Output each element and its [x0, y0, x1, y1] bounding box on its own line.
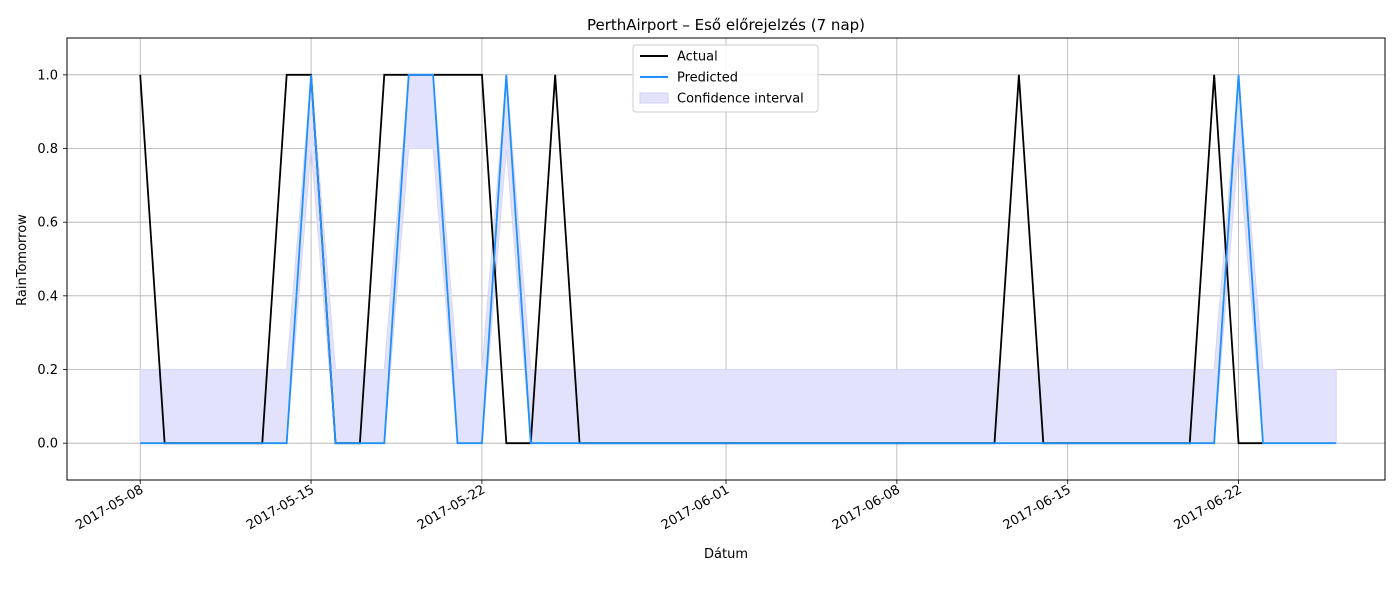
- legend-actual-label: Actual: [677, 50, 718, 65]
- y-tick-label: 0.2: [37, 363, 58, 378]
- series-lines: [139, 73, 1337, 445]
- y-axis-label: RainTomorrow: [15, 214, 30, 306]
- predicted-line: [140, 73, 1337, 445]
- chart-title: PerthAirport – Eső előrejelzés (7 nap): [587, 16, 865, 34]
- y-tick-label: 0.4: [37, 289, 58, 304]
- y-tick-label: 0.0: [37, 437, 58, 452]
- x-tick-label: 2017-06-22: [1172, 482, 1245, 533]
- x-tick-label: 2017-06-15: [1001, 482, 1074, 533]
- legend-confidence-label: Confidence interval: [677, 92, 804, 107]
- x-tick-label: 2017-05-15: [244, 482, 317, 533]
- x-tick-label: 2017-05-22: [415, 482, 488, 533]
- legend-box: [632, 44, 819, 113]
- y-tick-label: 0.8: [37, 142, 58, 157]
- legend-predicted-label: Predicted: [677, 71, 738, 86]
- y-tick-label: 1.0: [37, 68, 58, 83]
- x-axis-ticks: 2017-05-08 2017-05-15 2017-05-22 2017-06-01…: [73, 480, 1245, 533]
- y-axis-ticks: 0.0 0.2 0.4 0.6 0.8 1.0: [37, 68, 67, 452]
- x-tick-label: 2017-05-08: [73, 482, 146, 533]
- x-axis-label: Dátum: [704, 547, 748, 562]
- legend: Actual Predicted Confidence interval: [632, 44, 819, 113]
- legend-confidence-swatch: [639, 92, 669, 104]
- x-tick-label: 2017-06-08: [830, 482, 903, 533]
- x-tick-label: 2017-06-01: [659, 482, 732, 533]
- y-tick-label: 0.6: [37, 216, 58, 231]
